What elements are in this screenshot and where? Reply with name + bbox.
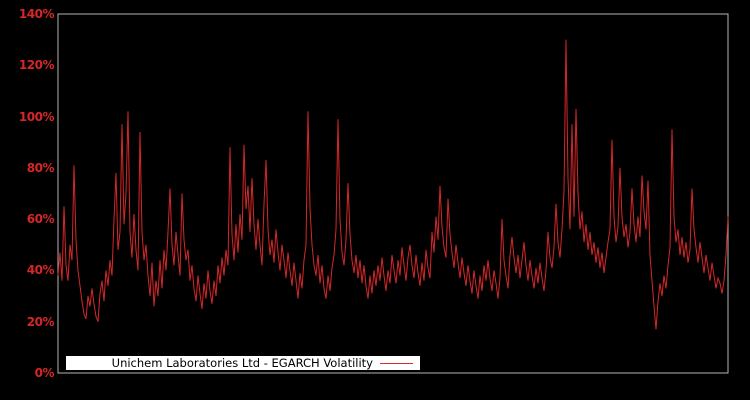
legend-label: Unichem Laboratories Ltd - EGARCH Volati…: [111, 356, 373, 370]
y-tick-label: 100%: [18, 109, 55, 124]
y-tick-label: 80%: [26, 160, 55, 175]
plot-area-border: [57, 13, 729, 374]
legend-line-icon: [380, 362, 413, 364]
y-tick-label: 20%: [26, 314, 55, 329]
y-tick-label: 140%: [18, 7, 55, 21]
y-tick-label: 0%: [34, 366, 55, 380]
volatility-line: [57, 39, 729, 330]
legend: Unichem Laboratories Ltd - EGARCH Volati…: [66, 356, 420, 370]
y-tick-label: 120%: [18, 58, 55, 73]
y-tick-label: 60%: [26, 212, 55, 227]
y-tick-label: 40%: [26, 263, 55, 278]
